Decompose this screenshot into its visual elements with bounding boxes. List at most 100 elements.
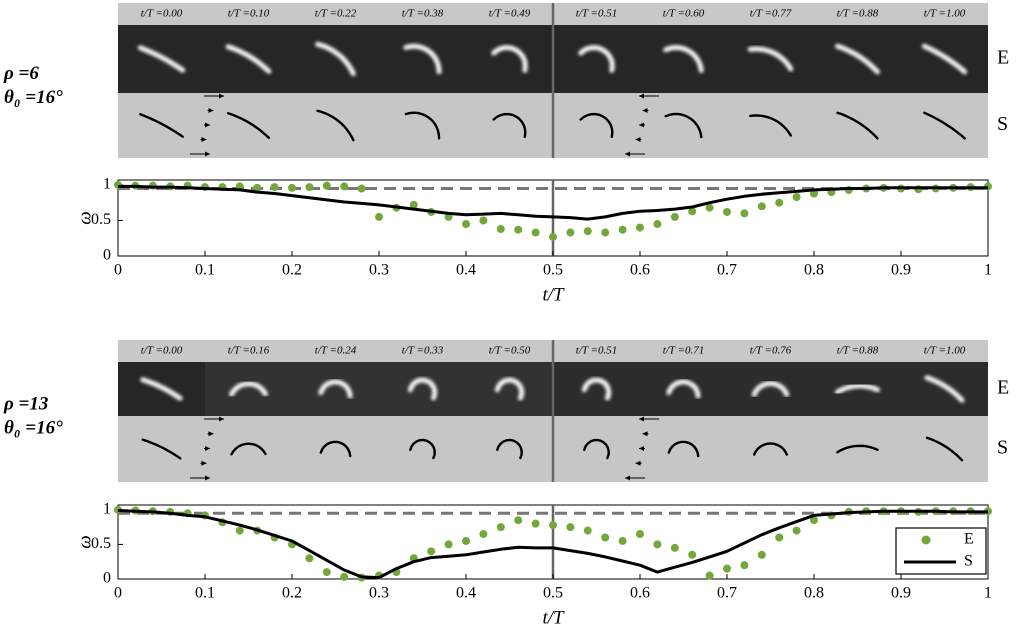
filament-image (924, 375, 965, 403)
frame-tile (727, 362, 814, 416)
frame-label: t/T =0.22 (315, 8, 357, 20)
x-tick-label: 0.5 (543, 585, 563, 602)
data-point (636, 223, 644, 232)
filament-image (921, 43, 968, 75)
data-line (118, 184, 988, 221)
arrow-head (219, 93, 224, 99)
filament-simulation (316, 109, 355, 142)
theta-label: θ₀ =16° (4, 87, 63, 108)
data-point (740, 209, 749, 218)
arrow-head (205, 122, 210, 128)
data-point (531, 519, 540, 528)
direction-arrows (190, 416, 224, 481)
x-tick-label: 0.6 (630, 585, 650, 602)
data-point (757, 550, 766, 559)
data-point (583, 227, 592, 236)
filament-image (225, 44, 272, 74)
y-axis-label: ω (74, 535, 95, 548)
arrow-head (201, 137, 207, 142)
data-point (688, 207, 697, 216)
data-point (288, 183, 296, 192)
y-tick-label: 0.5 (91, 211, 111, 228)
arrow-head (201, 460, 207, 466)
filament-image (229, 381, 268, 397)
x-tick-label: 0.8 (804, 262, 824, 279)
rho-label: ρ =6 (3, 63, 39, 84)
arrow-head (635, 137, 641, 142)
data-point (462, 220, 470, 229)
x-tick-label: 0.7 (717, 262, 737, 279)
data-point (601, 228, 610, 237)
data-point (636, 530, 644, 539)
frame-label: t/T =0.88 (837, 8, 879, 20)
filament-image (407, 377, 438, 401)
data-point (757, 202, 766, 211)
data-point (409, 200, 418, 209)
data-point (340, 572, 349, 581)
data-point (653, 540, 662, 549)
data-point (740, 561, 749, 570)
filament-image (494, 377, 525, 401)
arrow-head (642, 431, 648, 437)
y-tick-label: 1 (103, 501, 111, 518)
filament-simulation (753, 442, 788, 456)
filament-simulation (579, 112, 614, 139)
direction-arrows (625, 416, 659, 481)
frame-tile (814, 362, 901, 416)
frame-label: t/T =0.33 (402, 345, 444, 357)
filament-simulation (923, 111, 966, 140)
y-tick-label: 1 (103, 176, 111, 193)
data-point (270, 183, 279, 192)
filament-simulation (836, 111, 879, 140)
frame-tile (901, 362, 988, 416)
data-point (549, 521, 557, 530)
filament-simulation (492, 112, 527, 139)
frame-label: t/T =0.16 (228, 345, 270, 357)
data-point (723, 564, 731, 573)
data-point (775, 533, 784, 542)
filament-simulation (667, 440, 700, 458)
filament-image (663, 44, 704, 73)
x-axis-label: t/T (542, 284, 565, 305)
frame-tile (292, 362, 379, 416)
data-point (479, 530, 488, 539)
data-point (427, 547, 436, 556)
frame-label: t/T =0.24 (315, 345, 357, 357)
x-axis-label: t/T (542, 607, 565, 628)
arrow-head (205, 475, 210, 481)
filament-simulation (664, 112, 703, 139)
data-point (305, 554, 314, 563)
frame-label: t/T =0.76 (750, 345, 792, 357)
x-tick-label: 0 (114, 262, 122, 279)
filament-image (581, 377, 612, 401)
filament-simulation (496, 438, 523, 460)
row-label: S (997, 437, 1008, 459)
data-point (235, 526, 244, 535)
direction-arrows (625, 93, 659, 157)
data-point (496, 523, 505, 532)
x-tick-label: 0.8 (804, 585, 824, 602)
theta-label: θ₀ =16° (4, 417, 63, 438)
x-tick-label: 0.3 (369, 585, 389, 602)
legend-marker (921, 535, 931, 545)
frame-label: t/T =0.51 (576, 345, 617, 357)
data-point (444, 540, 453, 549)
filament-image (751, 380, 790, 398)
x-tick-label: 0.9 (891, 585, 911, 602)
arrow-head (639, 122, 644, 128)
x-tick-label: 0.1 (195, 585, 215, 602)
data-point (705, 203, 714, 212)
row-label: E (997, 377, 1009, 399)
frame-tile (466, 362, 553, 416)
filament-image (578, 45, 615, 73)
frame-label: t/T =0.60 (663, 8, 705, 20)
arrow-head (625, 151, 630, 157)
frame-label: t/T =0.10 (228, 8, 270, 20)
data-point (549, 232, 557, 241)
x-tick-label: 0.4 (456, 262, 476, 279)
data-point (583, 526, 592, 535)
filament-image (491, 45, 528, 73)
filament-image (140, 377, 183, 401)
filament-simulation (409, 438, 436, 460)
